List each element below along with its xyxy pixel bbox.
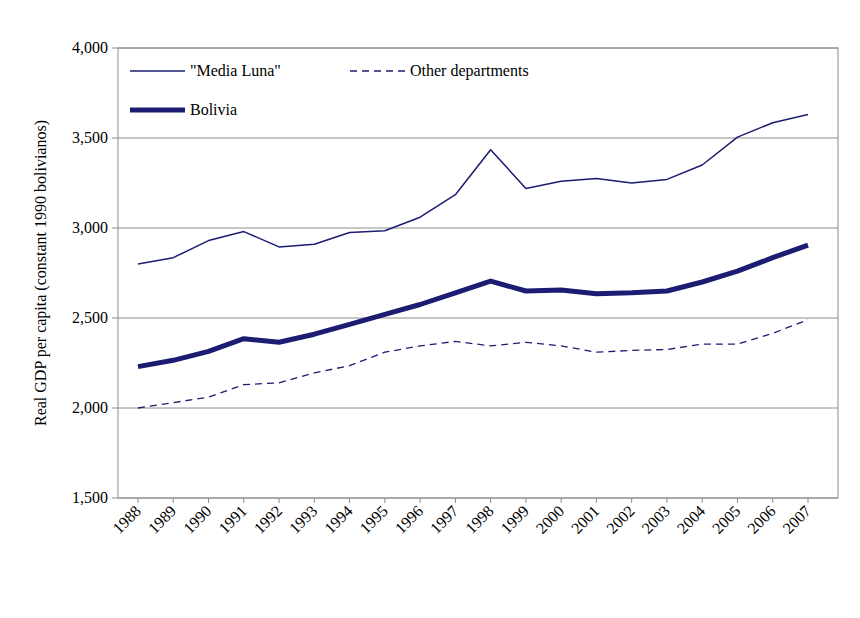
plot-area — [138, 115, 808, 408]
x-tick — [702, 498, 703, 503]
x-tick-label: 1994 — [321, 502, 356, 537]
x-tick — [420, 498, 421, 503]
y-tick — [112, 498, 118, 499]
x-tick — [666, 498, 667, 503]
y-tick-label: 1,500 — [72, 489, 108, 506]
x-tick — [279, 498, 280, 503]
legend-label: Bolivia — [190, 101, 237, 118]
x-tick — [490, 498, 491, 503]
x-tick — [314, 498, 315, 503]
y-tick-label: 2,500 — [72, 309, 108, 326]
y-tick — [112, 408, 118, 409]
x-tick — [208, 498, 209, 503]
x-tick-label: 1993 — [286, 502, 321, 537]
grid-line — [118, 318, 838, 319]
y-tick — [112, 48, 118, 49]
legend-swatch — [130, 70, 185, 72]
x-tick-label: 2004 — [674, 502, 709, 537]
series-line — [138, 245, 808, 367]
x-tick — [349, 498, 350, 503]
chart: 1,5002,0002,5003,0003,5004,0001988198919… — [0, 0, 860, 618]
x-tick-label: 1990 — [180, 502, 215, 537]
y-tick — [112, 228, 118, 229]
x-tick — [561, 498, 562, 503]
y-tick-label: 2,000 — [72, 399, 108, 416]
legend-swatch — [350, 70, 405, 71]
y-tick — [112, 318, 118, 319]
x-tick — [455, 498, 456, 503]
x-tick-label: 2005 — [709, 502, 744, 537]
x-tick — [243, 498, 244, 503]
x-tick — [737, 498, 738, 503]
y-tick-label: 3,000 — [72, 219, 108, 236]
x-tick — [384, 498, 385, 503]
x-tick-label: 1998 — [462, 502, 497, 537]
y-axis-label: Real GDP per capita (constant 1990 boliv… — [32, 120, 50, 426]
plot-frame — [118, 48, 838, 498]
series-line — [138, 320, 808, 408]
grid-line — [118, 228, 838, 229]
x-tick — [173, 498, 174, 503]
x-tick-label: 2002 — [603, 502, 638, 537]
x-tick — [808, 498, 809, 503]
legend-label: Other departments — [410, 62, 529, 80]
legend-label: "Media Luna" — [190, 62, 281, 79]
grid-line — [118, 408, 838, 409]
y-tick — [112, 138, 118, 139]
x-tick-label: 1992 — [251, 502, 286, 537]
x-tick-label: 2000 — [533, 502, 568, 537]
x-tick-label: 2001 — [568, 502, 603, 537]
y-tick-label: 4,000 — [72, 39, 108, 56]
grid-line — [118, 138, 838, 139]
legend: "Media Luna" Other departments Bolivia — [130, 62, 529, 118]
x-tick — [772, 498, 773, 503]
x-tick-label: 1995 — [356, 502, 391, 537]
x-tick-label: 2007 — [779, 502, 814, 537]
x-tick-label: 2006 — [744, 502, 779, 537]
x-tick-label: 1997 — [427, 502, 462, 537]
x-tick-label: 1996 — [392, 502, 427, 537]
legend-swatch — [130, 108, 185, 113]
x-tick — [631, 498, 632, 503]
x-tick-label: 2003 — [638, 502, 673, 537]
x-tick — [525, 498, 526, 503]
x-tick — [596, 498, 597, 503]
x-tick-label: 1989 — [145, 502, 180, 537]
x-tick-label: 1999 — [497, 502, 532, 537]
x-tick — [138, 498, 139, 503]
series-line — [138, 115, 808, 264]
x-tick-label: 1991 — [215, 502, 250, 537]
y-tick-label: 3,500 — [72, 129, 108, 146]
x-tick-label: 1988 — [109, 502, 144, 537]
